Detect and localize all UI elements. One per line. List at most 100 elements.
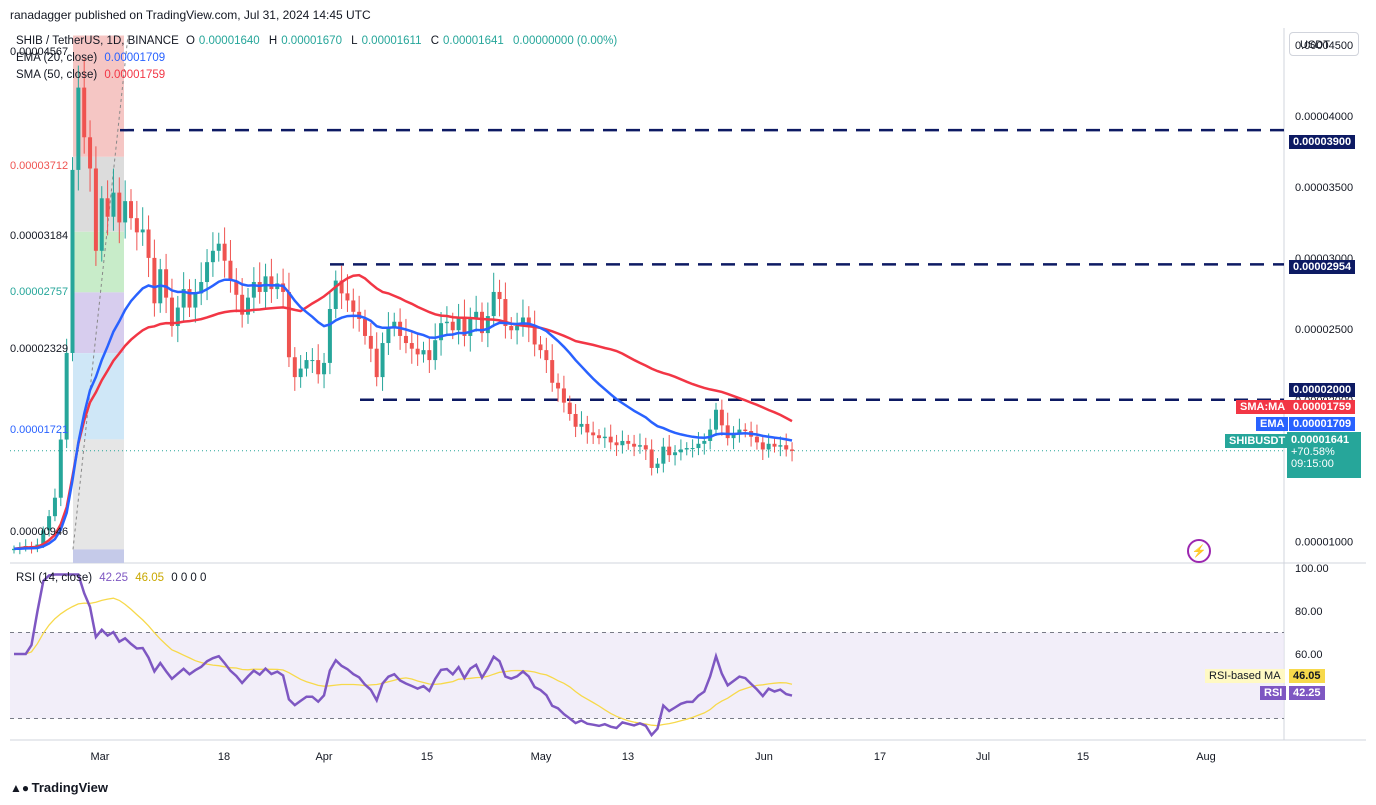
left-scale-label: 0.00004567 [10, 46, 69, 58]
time-tick-label: Jul [976, 751, 990, 763]
rsi-ma-value-tag: 46.05 [1289, 669, 1325, 683]
sma-50-line [13, 273, 793, 551]
candle-body [12, 548, 16, 551]
price-tick-label: 0.00002500 [1295, 324, 1353, 336]
currency-selector[interactable]: USDT [1289, 32, 1359, 56]
price-tick-label: 0.00003500 [1295, 182, 1353, 194]
candle-body [345, 293, 350, 301]
position-diagonal [72, 35, 129, 550]
last-price-value: 0.00001641 [1291, 434, 1350, 446]
time-tick-label: 15 [1077, 751, 1089, 763]
rsi-tick-label: 60.00 [1295, 649, 1323, 661]
candle-body [754, 436, 759, 443]
candle-body [538, 344, 543, 351]
ohlc-high: 0.00001670 [281, 35, 342, 47]
tradingview-brand: TradingView [31, 780, 108, 795]
rsi-legend-label: RSI (14, close) [16, 572, 93, 584]
candle-body [456, 317, 461, 331]
level-tag-2000: 0.00002000 [1289, 383, 1356, 397]
time-tick-label: May [531, 751, 552, 763]
candle-body [532, 326, 537, 345]
candle-body [520, 317, 525, 327]
symbol-title[interactable]: SHIB / TetherUS, 1D, BINANCE [16, 35, 179, 47]
candle-body [602, 436, 607, 439]
candle-body [591, 432, 596, 436]
ohlc-close: 0.00001641 [443, 35, 504, 47]
candle-body [99, 198, 104, 251]
candle-body [790, 449, 795, 451]
ema-legend[interactable]: EMA (20, close) 0.00001709 [16, 52, 169, 64]
candle-body [725, 425, 730, 439]
left-scale-label: 0.00002329 [10, 343, 69, 355]
candle-body [626, 440, 631, 444]
price-tick-label: 0.00001000 [1295, 537, 1353, 549]
sma-legend[interactable]: SMA (50, close) 0.00001759 [16, 69, 169, 81]
bar-countdown: 09:15:00 [1291, 458, 1334, 470]
candle-body [269, 276, 274, 290]
rsi-value-tag: 42.25 [1289, 686, 1325, 700]
tradingview-logo[interactable]: ▲● TradingView [10, 780, 108, 795]
candle-body [649, 449, 654, 468]
candle-body [702, 440, 707, 444]
candle-body [339, 280, 344, 294]
candle-body [684, 448, 689, 450]
candle-body [380, 343, 385, 378]
candle-body [152, 257, 157, 304]
candle-body [105, 198, 110, 217]
candle-body [714, 409, 718, 430]
candle-body [310, 360, 315, 362]
last-price-tag: 0.00001641 +70.58% 09:15:00 [1287, 432, 1361, 478]
lightning-icon[interactable]: ⚡ [1187, 539, 1211, 563]
last-price-change: +70.58% [1291, 446, 1335, 458]
candle-body [374, 348, 379, 378]
candle-body [205, 262, 210, 283]
candle-body [474, 311, 479, 319]
candle-body [70, 169, 75, 353]
ohlc-open-label: O [185, 35, 195, 47]
candle-body [409, 343, 414, 349]
rsi-ma-line [14, 597, 793, 727]
left-scale-label: 0.00000946 [10, 526, 69, 538]
candle-body [304, 360, 309, 369]
candle-body [363, 318, 367, 336]
sma-legend-label: SMA (50, close) [16, 69, 98, 81]
rsi-legend[interactable]: RSI (14, close) 42.25 46.05 0 0 0 0 [16, 572, 210, 584]
candle-body [743, 429, 748, 432]
candle-body [561, 388, 566, 403]
candle-body [298, 368, 303, 378]
candle-body [175, 307, 180, 327]
position-zone [73, 292, 124, 354]
candle-body [450, 321, 455, 331]
time-tick-label: Jun [755, 751, 773, 763]
rsi-ma-legend-value: 46.05 [135, 572, 165, 584]
rsi-name-tag: RSI [1260, 686, 1287, 700]
candle-body [286, 291, 291, 358]
ohlc-change: 0.00000000 (0.00%) [512, 35, 618, 47]
candle-body [737, 429, 742, 434]
candle-body [199, 282, 204, 294]
candle-body [427, 350, 432, 361]
candle-body [216, 243, 221, 251]
candle-body [503, 299, 508, 327]
time-tick-label: Apr [315, 751, 332, 763]
candle-body [193, 293, 198, 308]
candle-body [351, 300, 356, 312]
candle-body [573, 413, 578, 427]
candle-body [240, 294, 245, 315]
time-tick-label: 18 [218, 751, 230, 763]
rsi-band [10, 632, 1284, 719]
candle-body [187, 289, 192, 308]
candle-body [58, 439, 63, 498]
candle-body [766, 443, 771, 450]
candle-body [444, 321, 449, 324]
candle-body [415, 348, 420, 355]
ohlc-close-label: C [430, 35, 439, 47]
ema-value-tag: 0.00001709 [1289, 417, 1356, 431]
candle-body [760, 442, 765, 450]
sma-ma-name-tag: SMA:MA [1236, 400, 1290, 414]
position-stop-zone [73, 35, 124, 157]
time-tick-label: 13 [622, 751, 634, 763]
ema-legend-value: 0.00001709 [104, 52, 166, 64]
candle-body [93, 168, 98, 251]
